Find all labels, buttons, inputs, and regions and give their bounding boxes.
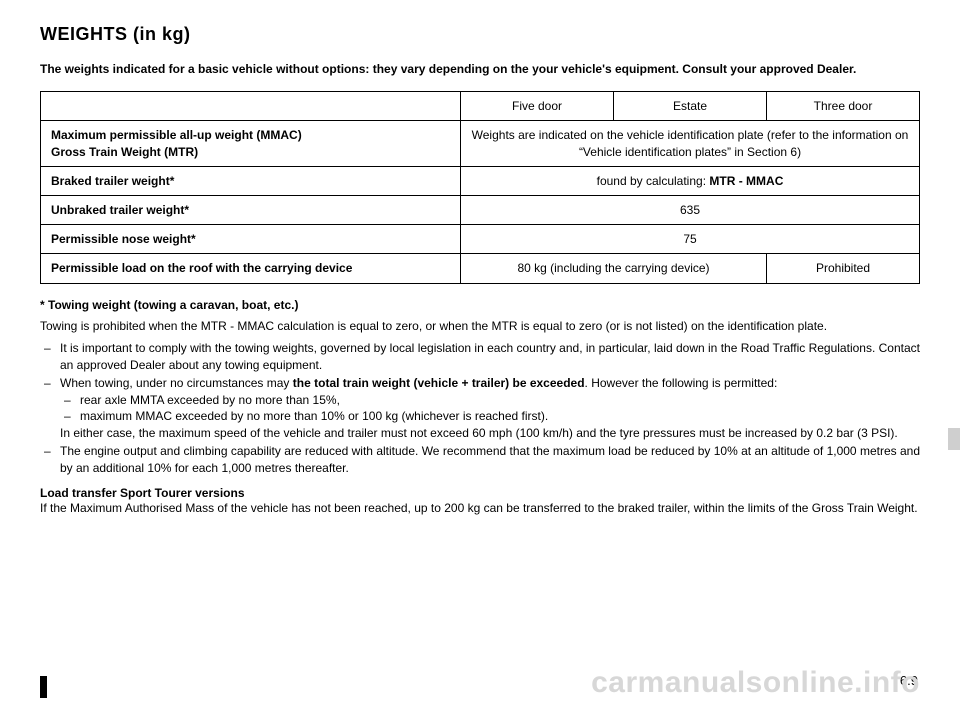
braked-prefix: found by calculating: <box>597 174 710 188</box>
mmac-label-line1: Maximum permissible all-up weight (MMAC) <box>51 128 302 142</box>
table-row: Unbraked trailer weight* 635 <box>41 195 920 224</box>
load-transfer-text: If the Maximum Authorised Mass of the ve… <box>40 500 920 517</box>
load-transfer-heading: Load transfer Sport Tourer versions <box>40 486 920 500</box>
watermark-text: carmanualsonline.info <box>591 666 920 700</box>
nose-value: 75 <box>461 225 920 254</box>
roof-value-prohibited: Prohibited <box>767 254 920 283</box>
list-item: When towing, under no circumstances may … <box>40 375 920 441</box>
braked-label: Braked trailer weight* <box>41 166 461 195</box>
header-three-door: Three door <box>767 92 920 121</box>
page-marker-icon <box>40 676 47 698</box>
bullet-list: It is important to comply with the towin… <box>40 340 920 476</box>
list-item: maximum MMAC exceeded by no more than 10… <box>60 408 920 425</box>
mmac-label: Maximum permissible all-up weight (MMAC)… <box>41 121 461 166</box>
intro-text: The weights indicated for a basic vehicl… <box>40 61 920 77</box>
list-item: rear axle MMTA exceeded by no more than … <box>60 392 920 409</box>
header-empty <box>41 92 461 121</box>
roof-value-allowed: 80 kg (including the carrying device) <box>461 254 767 283</box>
bullet2-bold: the total train weight (vehicle + traile… <box>293 376 585 390</box>
footnote-para: Towing is prohibited when the MTR - MMAC… <box>40 318 920 335</box>
section-tab-icon <box>948 428 960 450</box>
braked-bold: MTR - MMAC <box>709 174 783 188</box>
header-estate: Estate <box>614 92 767 121</box>
table-row: Permissible load on the roof with the ca… <box>41 254 920 283</box>
inner-list: rear axle MMTA exceeded by no more than … <box>60 392 920 425</box>
roof-label: Permissible load on the roof with the ca… <box>41 254 461 283</box>
list-item: It is important to comply with the towin… <box>40 340 920 373</box>
bullet2-after: In either case, the maximum speed of the… <box>60 426 898 440</box>
table-row: Maximum permissible all-up weight (MMAC)… <box>41 121 920 166</box>
table-row: Braked trailer weight* found by calculat… <box>41 166 920 195</box>
unbraked-value: 635 <box>461 195 920 224</box>
page-number: 6.9 <box>900 673 918 688</box>
weights-table: Five door Estate Three door Maximum perm… <box>40 91 920 283</box>
mmac-value: Weights are indicated on the vehicle ide… <box>461 121 920 166</box>
header-five-door: Five door <box>461 92 614 121</box>
nose-label: Permissible nose weight* <box>41 225 461 254</box>
bullet2-pre: When towing, under no circumstances may <box>60 376 293 390</box>
load-transfer-block: Load transfer Sport Tourer versions If t… <box>40 486 920 517</box>
unbraked-label: Unbraked trailer weight* <box>41 195 461 224</box>
bullet2-post: . However the following is permitted: <box>585 376 778 390</box>
page-title: WEIGHTS (in kg) <box>40 24 920 45</box>
mmac-label-line2: Gross Train Weight (MTR) <box>51 145 198 159</box>
table-header-row: Five door Estate Three door <box>41 92 920 121</box>
braked-value: found by calculating: MTR - MMAC <box>461 166 920 195</box>
footnote-title: * Towing weight (towing a caravan, boat,… <box>40 298 920 312</box>
table-row: Permissible nose weight* 75 <box>41 225 920 254</box>
list-item: The engine output and climbing capabilit… <box>40 443 920 476</box>
